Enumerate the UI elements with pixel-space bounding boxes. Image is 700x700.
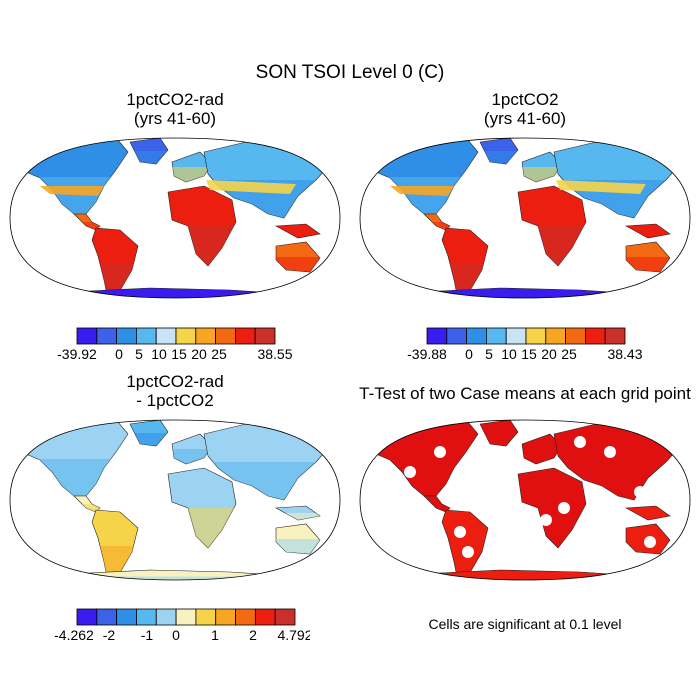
- colorbar-bin: [136, 327, 157, 345]
- warm-band-na: [40, 186, 104, 196]
- colorbar-bin: [76, 608, 98, 626]
- nonsignificant-area-9: [574, 436, 586, 448]
- colorbar-label: 0: [172, 627, 180, 643]
- colorbar-bin: [426, 327, 448, 345]
- colorbar-bin: [116, 608, 137, 626]
- colorbar-label: 5: [135, 346, 143, 362]
- colorbar-label: 38.43: [607, 346, 642, 362]
- colorbar-bin: [155, 608, 177, 626]
- colorbar-label: 1: [211, 627, 219, 643]
- colorbar-difference: -4.262 -2 -1 0 1 2 4.792: [54, 608, 310, 643]
- colorbar-bin: [505, 327, 527, 345]
- colorbar-bin: [604, 327, 626, 345]
- landmass-sea: [274, 223, 321, 239]
- colorbar-bin: [175, 608, 197, 626]
- colorbar-bin: [215, 327, 236, 345]
- landmass-sea: [624, 505, 671, 521]
- map-border: [359, 419, 691, 581]
- warm-band-asia: [206, 180, 296, 194]
- map-border: [9, 419, 341, 581]
- colorbar-bin: [215, 608, 236, 626]
- colorbar-label: 10: [151, 346, 167, 362]
- colorbar-bin: [466, 327, 487, 345]
- landmass-sea: [624, 223, 671, 239]
- nonsignificant-area-8: [644, 536, 656, 548]
- colorbar-bin: [96, 327, 117, 345]
- panel-title-br-line1: T-Test of two Case means at each grid po…: [359, 384, 691, 403]
- colorbar-label: 20: [541, 346, 557, 362]
- colorbar-label: 20: [191, 346, 207, 362]
- colorbar-label: -1: [141, 627, 154, 643]
- colorbar-bin: [195, 608, 217, 626]
- panel-title-bl: 1pctCO2-rad - 1pctCO2: [75, 372, 275, 410]
- colorbar-label: -4.262: [54, 627, 94, 643]
- colorbar-bin: [545, 327, 567, 345]
- nonsignificant-area-7: [634, 486, 646, 498]
- colorbar-label: -39.88: [407, 346, 447, 362]
- nonsignificant-area-6: [604, 446, 616, 458]
- nonsignificant-area-5: [434, 446, 446, 458]
- colorbar-label: 15: [171, 346, 187, 362]
- colorbar-bin: [486, 327, 507, 345]
- map-panel-difference: [9, 419, 341, 581]
- colorbar-label: -2: [103, 627, 116, 643]
- colorbar-1pctco2: -39.88 0 5 10 15 20 25 38.43: [407, 327, 643, 362]
- colorbar-label: 25: [561, 346, 577, 362]
- colorbar-label: 38.55: [257, 346, 292, 362]
- colorbar-bin: [195, 327, 217, 345]
- map-border: [9, 137, 341, 299]
- colorbar-bin: [584, 327, 606, 345]
- colorbar-bin: [96, 608, 118, 626]
- colorbar-bin: [175, 327, 197, 345]
- colorbar-bin: [235, 608, 256, 626]
- colorbar-bin: [254, 608, 276, 626]
- panel-title-tr-line2: (yrs 41-60): [483, 109, 567, 128]
- panel-title-bl-line2: - 1pctCO2: [136, 391, 214, 410]
- landmass-ca: [423, 495, 451, 513]
- colorbar-bin: [565, 327, 586, 345]
- map-panel-ttest: [359, 419, 691, 581]
- figure-title: SON TSOI Level 0 (C): [255, 62, 445, 83]
- colorbar-bin: [155, 327, 177, 345]
- panel-title-tr-line1: 1pctCO2: [491, 90, 559, 109]
- colorbar-bin: [116, 327, 137, 345]
- colorbar-label: 25: [211, 346, 227, 362]
- significance-note: Cells are significant at 0.1 level: [428, 616, 622, 632]
- panel-title-br: T-Test of two Case means at each grid po…: [350, 384, 700, 403]
- colorbar-bin: [525, 327, 547, 345]
- colorbar-label: 2: [249, 627, 257, 643]
- colorbar-bin: [274, 608, 296, 626]
- panel-title-tl-line2: (yrs 41-60): [133, 109, 217, 128]
- warm-band-asia: [556, 180, 646, 194]
- colorbar-label: 15: [521, 346, 537, 362]
- landmass-af: [517, 467, 587, 549]
- colorbar-1pctco2-rad: -39.92 0 5 10 15 20 25 38.55: [57, 327, 293, 362]
- nonsignificant-area-1: [462, 546, 474, 558]
- colorbar-bin: [446, 327, 467, 345]
- panel-title-bl-line1: 1pctCO2-rad: [126, 372, 224, 391]
- landmass-eu: [521, 433, 563, 465]
- colorbar-bin: [136, 608, 157, 626]
- nonsignificant-area-2: [540, 514, 552, 526]
- colorbar-bin: [254, 327, 276, 345]
- colorbar-label: 0: [465, 346, 473, 362]
- nonsignificant-area-0: [454, 526, 466, 538]
- panel-title-tl: 1pctCO2-rad (yrs 41-60): [75, 90, 275, 128]
- map-panel-1pctco2: [359, 137, 691, 299]
- colorbar-bin: [76, 327, 98, 345]
- colorbar-bin: [234, 327, 256, 345]
- colorbar-label: 10: [501, 346, 517, 362]
- nonsignificant-area-3: [558, 502, 570, 514]
- map-border: [359, 137, 691, 299]
- colorbar-label: 4.792: [277, 627, 310, 643]
- colorbar-label: -39.92: [57, 346, 97, 362]
- colorbar-label: 0: [115, 346, 123, 362]
- panel-title-tr: 1pctCO2 (yrs 41-60): [425, 90, 625, 128]
- colorbar-label: 5: [485, 346, 493, 362]
- nonsignificant-area-4: [404, 466, 416, 478]
- panel-title-tl-line1: 1pctCO2-rad: [126, 90, 224, 109]
- map-panel-1pctco2-rad: [9, 137, 341, 299]
- warm-band-na: [390, 186, 454, 196]
